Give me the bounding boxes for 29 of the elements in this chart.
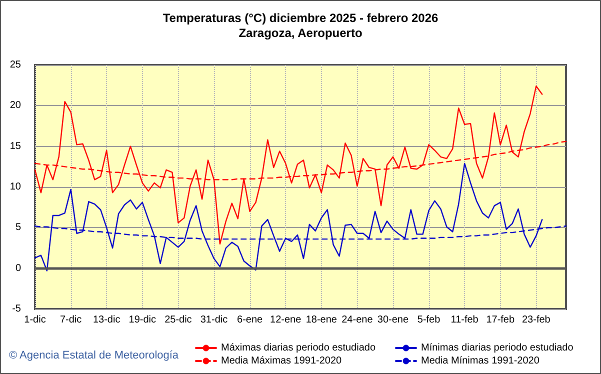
- x-tick-label: 7-dic: [60, 314, 82, 326]
- y-tick-label: 20: [10, 100, 22, 112]
- legend-label: Media Máximas 1991-2020: [221, 356, 342, 366]
- y-tick-label: 25: [10, 60, 22, 70]
- legend-label: Máximas diarias periodo estudiado: [221, 342, 376, 354]
- x-tick-label: 12-ene: [270, 314, 302, 326]
- x-tick-label: 1-dic: [24, 314, 46, 326]
- legend-label: Media Mínimas 1991-2020: [421, 356, 540, 366]
- x-tick-label: 17-feb: [486, 314, 515, 326]
- y-tick-label: -5: [12, 304, 22, 314]
- x-tick-label: 23-feb: [522, 314, 551, 326]
- x-tick-label: 30-ene: [377, 314, 409, 326]
- chart-subtitle: Zaragoza, Aeropuerto: [238, 26, 362, 40]
- x-tick-label: 18-ene: [306, 314, 338, 326]
- y-tick-label: 5: [15, 222, 22, 234]
- y-tick-label: 10: [10, 182, 22, 192]
- x-tick-label: 5-feb: [417, 314, 441, 326]
- y-tick-label: 0: [15, 262, 22, 274]
- x-tick-label: 11-feb: [450, 314, 479, 326]
- x-tick-label: 25-dic: [164, 314, 192, 326]
- x-tick-label: 19-dic: [128, 314, 156, 326]
- x-tick-label: 13-dic: [92, 314, 120, 326]
- legend-label: Mínimas diarias periodo estudiado: [421, 342, 574, 354]
- chart-title: Temperaturas (°C) diciembre 2025 - febrero 2026: [162, 11, 438, 25]
- x-tick-label: 6-ene: [236, 314, 264, 326]
- text: © Agencia Estatal de Meteorología: [9, 350, 180, 362]
- x-tick-label: 24-ene: [342, 314, 374, 326]
- x-tick-label: 31-dic: [200, 314, 228, 326]
- y-tick-label: 15: [10, 140, 22, 152]
